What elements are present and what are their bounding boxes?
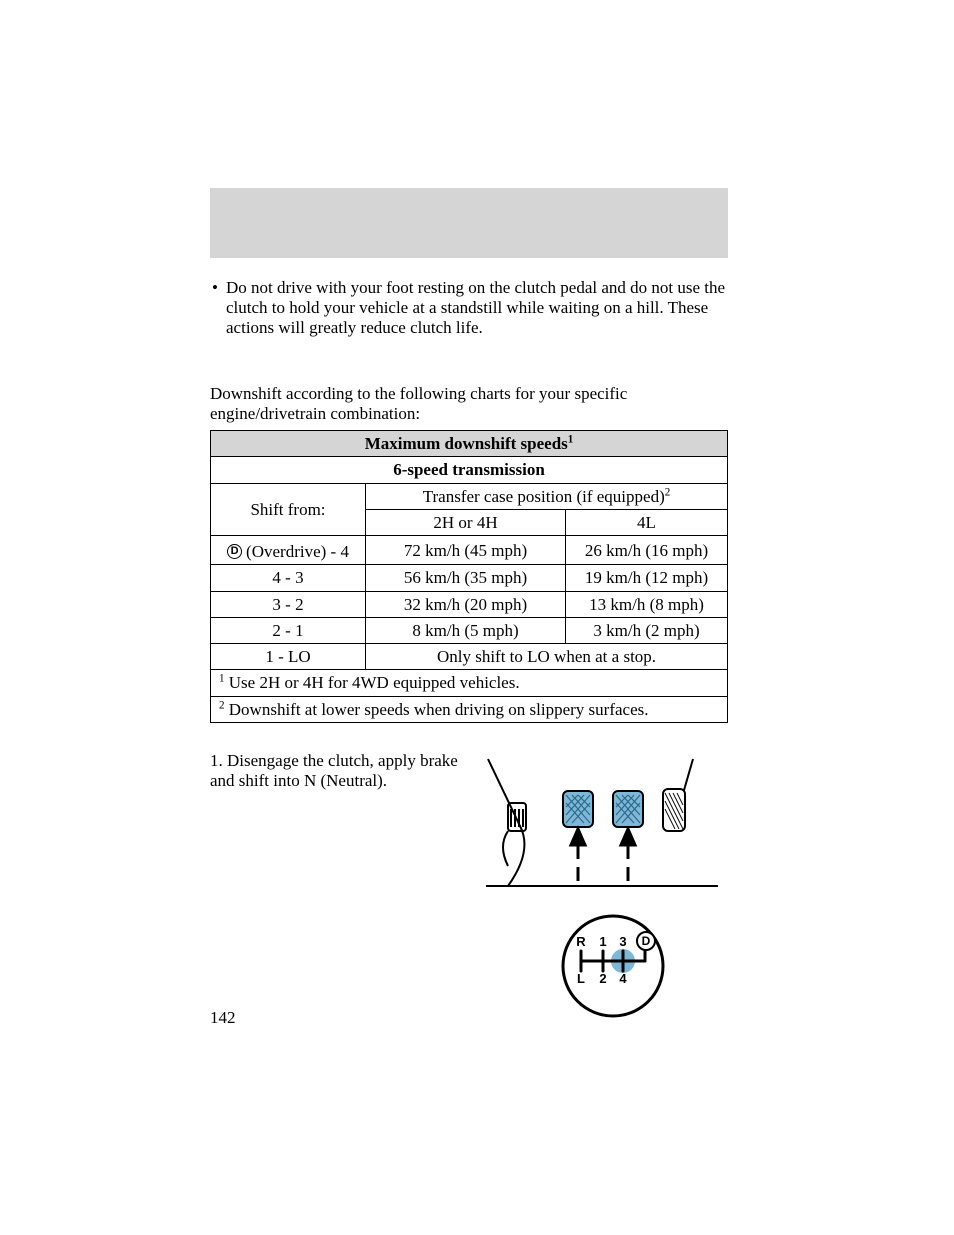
speed-2h4h: 72 km/h (45 mph) <box>366 536 566 565</box>
speed-2h4h: 56 km/h (35 mph) <box>366 565 566 591</box>
gear-r-label: R <box>576 934 586 949</box>
page-number: 142 <box>210 1008 236 1028</box>
figure-svg: R 1 3 L 2 4 D <box>478 751 728 1031</box>
speed-2h4h: 32 km/h (20 mph) <box>366 591 566 617</box>
speed-4l: 26 km/h (16 mph) <box>566 536 728 565</box>
page-content: • Do not drive with your foot resting on… <box>210 188 728 1036</box>
shift-cell-lo: 1 - LO <box>211 644 366 670</box>
downshift-table: Maximum downshift speeds1 6-speed transm… <box>210 430 728 723</box>
gear-4-label: 4 <box>619 971 627 986</box>
speed-4l: 3 km/h (2 mph) <box>566 617 728 643</box>
shift-knob-icon: R 1 3 L 2 4 D <box>563 916 663 1016</box>
svg-text:D: D <box>642 934 651 948</box>
gear-1-label: 1 <box>599 934 606 949</box>
lo-note: Only shift to LO when at a stop. <box>366 644 728 670</box>
pedals-and-shifter-figure: R 1 3 L 2 4 D <box>478 751 728 1036</box>
col-4l: 4L <box>566 509 728 535</box>
gear-l-label: L <box>577 971 585 986</box>
shift-cell: 3 - 2 <box>211 591 366 617</box>
footnote-2: 2 Downshift at lower speeds when driving… <box>211 696 728 722</box>
accelerator-pedal-icon <box>663 789 685 831</box>
intro-paragraph: Downshift according to the following cha… <box>210 384 728 424</box>
speed-2h4h: 8 km/h (5 mph) <box>366 617 566 643</box>
table-title: Maximum downshift speeds <box>365 434 568 453</box>
col-shift-from: Shift from: <box>211 483 366 536</box>
footnote-1: 1 Use 2H or 4H for 4WD equipped vehicles… <box>211 670 728 696</box>
bullet-item: • Do not drive with your foot resting on… <box>210 278 728 338</box>
col-2h4h: 2H or 4H <box>366 509 566 535</box>
speed-4l: 19 km/h (12 mph) <box>566 565 728 591</box>
press-arrows-icon <box>571 829 635 881</box>
table-row: D (Overdrive) - 4 72 km/h (45 mph) 26 km… <box>211 536 728 565</box>
shift-cell: 2 - 1 <box>211 617 366 643</box>
clutch-pedal-icon <box>563 791 593 827</box>
gear-2-label: 2 <box>599 971 606 986</box>
footnote1-text: Use 2H or 4H for 4WD equipped vehicles. <box>225 673 520 692</box>
col-transfer-sup: 2 <box>665 486 671 498</box>
bullet-marker: • <box>210 278 226 338</box>
bullet-text: Do not drive with your foot resting on t… <box>226 278 728 338</box>
table-subtitle: 6-speed transmission <box>211 457 728 483</box>
table-row: 3 - 2 32 km/h (20 mph) 13 km/h (8 mph) <box>211 591 728 617</box>
step-1-row: 1. Disengage the clutch, apply brake and… <box>210 751 728 1036</box>
table-row: 2 - 1 8 km/h (5 mph) 3 km/h (2 mph) <box>211 617 728 643</box>
footnote2-text: Downshift at lower speeds when driving o… <box>225 700 649 719</box>
shift-label: (Overdrive) - 4 <box>246 541 349 562</box>
shift-cell: D (Overdrive) - 4 <box>211 536 366 565</box>
col-transfer-text: Transfer case position (if equipped) <box>423 487 665 506</box>
table-row: 4 - 3 56 km/h (35 mph) 19 km/h (12 mph) <box>211 565 728 591</box>
speed-4l: 13 km/h (8 mph) <box>566 591 728 617</box>
gear-3-label: 3 <box>619 934 626 949</box>
table-row-lo: 1 - LO Only shift to LO when at a stop. <box>211 644 728 670</box>
header-bar <box>210 188 728 258</box>
brake-pedal-icon <box>613 791 643 827</box>
shift-cell: 4 - 3 <box>211 565 366 591</box>
step-1-text: 1. Disengage the clutch, apply brake and… <box>210 751 466 791</box>
gear-d-icon: D <box>637 932 655 950</box>
overdrive-d-icon: D <box>227 544 242 559</box>
table-title-cell: Maximum downshift speeds1 <box>211 431 728 457</box>
table-title-sup: 1 <box>568 434 574 446</box>
col-transfer: Transfer case position (if equipped)2 <box>366 483 728 509</box>
